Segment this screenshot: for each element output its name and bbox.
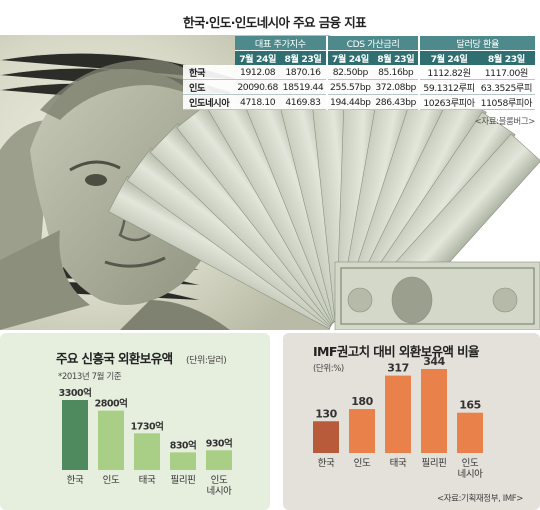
table-cell: 1117.00원 (477, 65, 535, 80)
table-cell: 1870.16 (280, 65, 327, 80)
bar-3 (134, 433, 160, 470)
table-row: 인도 20090.68 18519.44 255.57bp 372.08bp 5… (183, 79, 535, 95)
data-label: 1730억 (131, 420, 164, 432)
chart-title: 주요 신흥국 외환보유액 (56, 351, 173, 366)
table-cell: 18519.44 (280, 79, 327, 95)
table-row: 한국 1912.08 1870.16 82.50bp 85.16bp 1112.… (183, 65, 535, 80)
category-label: 한국 (67, 475, 84, 486)
row-header: 인도 (183, 79, 235, 95)
chart-unit-note: (단위:달러) (186, 354, 226, 366)
table-cell: 372.08bp (373, 79, 420, 95)
category-label: 인도 (103, 475, 120, 486)
date-header: 8월 23일 (280, 50, 327, 65)
table-title: 한국·인도·인도네시아 주요 금융 지표 (183, 15, 367, 30)
table-cell: 4169.83 (280, 94, 327, 110)
table-cell: 82.50bp (325, 65, 373, 80)
date-header: 7월 24일 (418, 50, 478, 65)
date-header: 7월 24일 (325, 50, 373, 65)
data-label: 2800억 (95, 398, 128, 410)
date-header: 7월 24일 (235, 50, 281, 65)
data-label: 317 (387, 362, 408, 375)
table-cell: 1112.82원 (418, 65, 478, 80)
category-label: 태국 (390, 458, 407, 469)
group-header-stock-index: 대표 주가지수 (235, 36, 327, 51)
date-header: 8월 23일 (373, 50, 420, 65)
chart-unit-note: (단위:%) (313, 363, 344, 374)
data-label: 830억 (170, 439, 197, 451)
reserves-bar-chart: 주요 신흥국 외환보유액 (단위:달러) *2013년 7월 기준 3300억한… (56, 351, 233, 497)
front-bill (334, 261, 540, 330)
bar-1 (62, 400, 88, 470)
data-label: 3300억 (59, 387, 92, 399)
row-header: 한국 (183, 65, 235, 80)
financial-indicators-section: 한국·인도·인도네시아 주요 금융 지표 대표 주가지수 CDS 가산금리 달러… (183, 12, 535, 127)
bar-2 (98, 410, 124, 470)
bar-4 (421, 369, 447, 453)
table-date-header-row: 7월 24일 8월 23일 7월 24일 8월 23일 7월 24일 8월 23… (183, 50, 535, 66)
category-label: 필리핀 (421, 457, 446, 469)
bar-5 (206, 450, 232, 470)
table-cell: 85.16bp (373, 65, 420, 80)
bar-5 (457, 412, 483, 453)
table-cell: 63.3525루피 (477, 79, 535, 95)
group-header-exchange-rate: 달러당 환율 (418, 36, 535, 51)
table-cell: 286.43bp (373, 94, 420, 110)
category-label: 한국 (318, 458, 335, 469)
chart-source: <자료:기획재정부, IMF> (437, 493, 523, 504)
category-label: 인도 (211, 475, 228, 486)
data-label: 130 (315, 407, 337, 420)
table-cell: 4718.10 (235, 94, 281, 110)
table-cell: 20090.68 (235, 79, 281, 95)
imf-ratio-chart-panel: IMF권고치 대비 외환보유액 비율 (단위:%) <자료:기획재정부, IMF… (283, 333, 540, 510)
table-cell: 1912.08 (235, 65, 281, 80)
header-corner (183, 36, 235, 51)
date-header: 8월 23일 (477, 50, 535, 65)
table-cell: 59.1312루피 (418, 79, 478, 95)
category-label: 태국 (139, 475, 156, 486)
bar-1 (313, 421, 339, 453)
fanned-bills (108, 67, 540, 330)
bar-3 (385, 375, 411, 453)
imf-ratio-bar-chart: IMF권고치 대비 외환보유액 비율 (단위:%) <자료:기획재정부, IMF… (313, 344, 524, 504)
chart-title: IMF권고치 대비 외환보유액 비율 (313, 344, 480, 359)
table-row: 인도네시아 4718.10 4169.83 194.44bp 286.43bp … (183, 94, 535, 110)
data-label: 344 (423, 355, 445, 368)
bar-4 (170, 452, 196, 470)
table-group-header-row: 대표 주가지수 CDS 가산금리 달러당 환율 (183, 36, 535, 51)
category-label: 네시아 (206, 486, 232, 497)
category-label: 인도 (462, 458, 479, 469)
chart-subtitle: *2013년 7월 기준 (58, 371, 122, 382)
row-header: 인도네시아 (183, 94, 235, 110)
header-corner (183, 51, 235, 66)
category-label: 네시아 (457, 469, 483, 480)
data-label: 180 (351, 395, 373, 408)
category-label: 인도 (354, 458, 371, 469)
table-cell: 255.57bp (325, 79, 373, 95)
group-header-cds: CDS 가산금리 (325, 36, 420, 51)
table-cell: 10263루피아 (418, 94, 478, 110)
category-label: 필리핀 (170, 474, 195, 486)
financial-indicators-table: 대표 주가지수 CDS 가산금리 달러당 환율 7월 24일 8월 23일 7월… (183, 36, 535, 110)
table-cell: 11058루피아 (477, 94, 535, 110)
data-label: 930억 (206, 437, 233, 449)
data-label: 165 (459, 399, 480, 412)
table-source: <자료:블룸버그> (474, 117, 536, 127)
bar-2 (349, 409, 375, 453)
table-cell: 194.44bp (325, 94, 373, 110)
